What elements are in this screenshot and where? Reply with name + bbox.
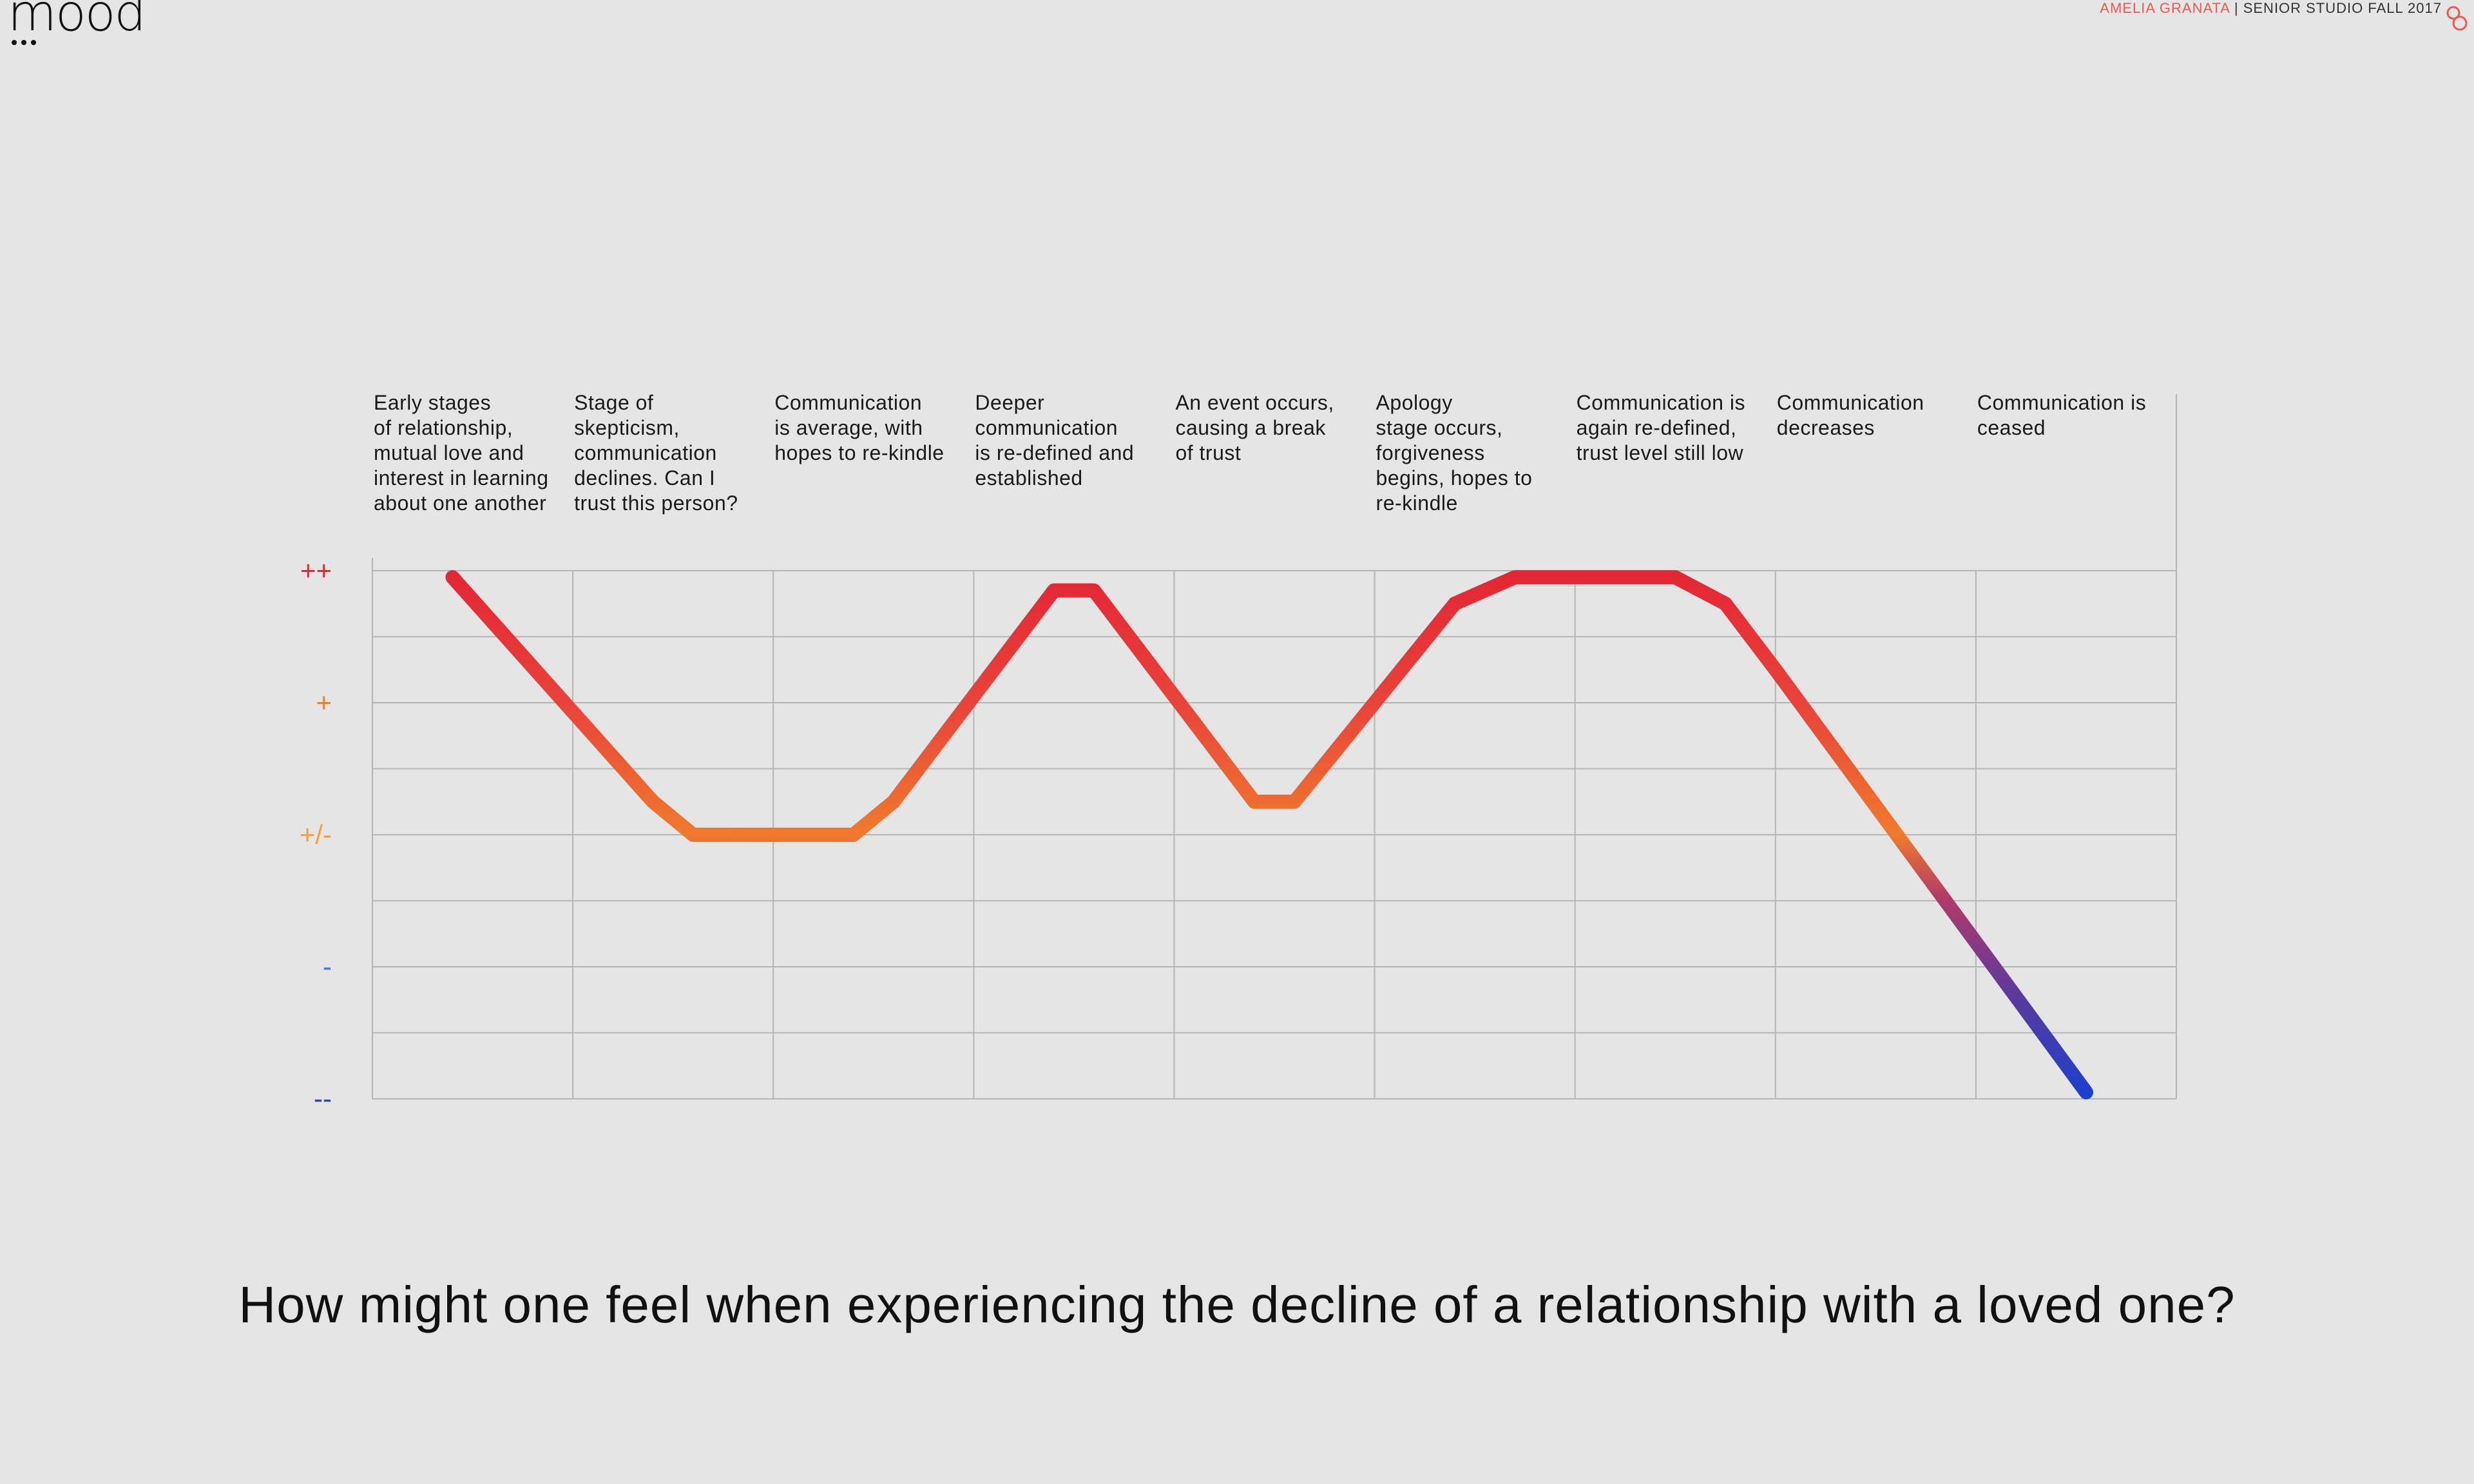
logo-dots (12, 40, 36, 45)
stage-label-line: Apology (1376, 391, 1453, 414)
stage-label-line: skepticism, (574, 416, 680, 439)
y-level-label: - (323, 951, 332, 982)
brand-loop-icon (2446, 6, 2468, 31)
stage-label: Communication is ceased (1977, 390, 2171, 441)
stage-label: Stage of skepticism, communication declines… (574, 390, 767, 516)
stage-label-line: hopes to re-kindle (774, 441, 945, 464)
stage-label-line: causing a break (1175, 416, 1326, 439)
mood-series-line (445, 570, 2093, 1099)
stage-label: Deeper communication is re-defined and esta… (975, 390, 1168, 491)
stage-label-line: Communication is (1576, 391, 1745, 414)
y-level-label: + (316, 687, 332, 718)
stage-label-line: of trust (1175, 441, 1242, 464)
stage-label-line: trust this person? (574, 491, 738, 515)
stage-label-line: An event occurs, (1175, 391, 1334, 414)
credit-author: AMELIA GRANATA (2100, 0, 2230, 16)
stage-label-line: re-kindle (1376, 491, 1458, 515)
stage-label-line: ceased (1977, 416, 2046, 439)
stage-label: Communication is average, with hopes to re… (774, 390, 968, 466)
stage-label-line: about one another (374, 491, 547, 515)
stage-label-line: established (975, 466, 1083, 490)
stage-label-line: declines. Can I (574, 466, 716, 490)
stage-label-line: Communication (1776, 391, 1924, 414)
y-level-label: -- (314, 1083, 332, 1114)
stage-label-line: communication (975, 416, 1118, 439)
research-question: How might one feel when experiencing the… (238, 1276, 2236, 1333)
stage-label: Early stages of relationship, mutual love … (374, 390, 567, 516)
stage-label: Communication decreases (1777, 390, 1970, 441)
stage-label-line: mutual love and (374, 441, 524, 464)
stage-label-line: is average, with (774, 416, 923, 439)
stage-label-line: decreases (1776, 416, 1875, 439)
stage-label-line: communication (574, 441, 717, 464)
stage-label-line: trust level still low (1576, 441, 1744, 464)
stage-label-line: Communication (774, 391, 923, 414)
stage-label-line: stage occurs, (1376, 416, 1503, 439)
stage-label-line: begins, hopes to (1376, 466, 1533, 490)
stage-label-line: Early stages (374, 391, 492, 414)
stage-label-line: interest in learning (374, 466, 549, 490)
stage-label: Apology stage occurs, forgiveness begins, h… (1376, 390, 1569, 516)
y-level-label: ++ (300, 555, 332, 585)
stage-label-line: again re-defined, (1576, 416, 1737, 439)
logo-text: mood (8, 0, 146, 43)
y-level-label: +/- (300, 819, 332, 850)
stage-label-line: forgiveness (1376, 441, 1485, 464)
credit-course: | SENIOR STUDIO FALL 2017 (2229, 0, 2442, 16)
stage-label-line: is re-defined and (975, 441, 1135, 464)
stage-label-line: of relationship, (374, 416, 513, 439)
stage-label-line: Communication is (1977, 391, 2147, 414)
stage-label: Communication is again re-defined, trust l… (1577, 390, 1770, 466)
stage-label-line: Deeper (975, 391, 1045, 414)
credit-line: AMELIA GRANATA | SENIOR STUDIO FALL 2017 (2100, 0, 2442, 17)
stage-label-line: Stage of (574, 391, 654, 414)
mood-logo: mood (8, 0, 146, 53)
stage-label: An event occurs, causing a break of trust (1175, 390, 1368, 466)
